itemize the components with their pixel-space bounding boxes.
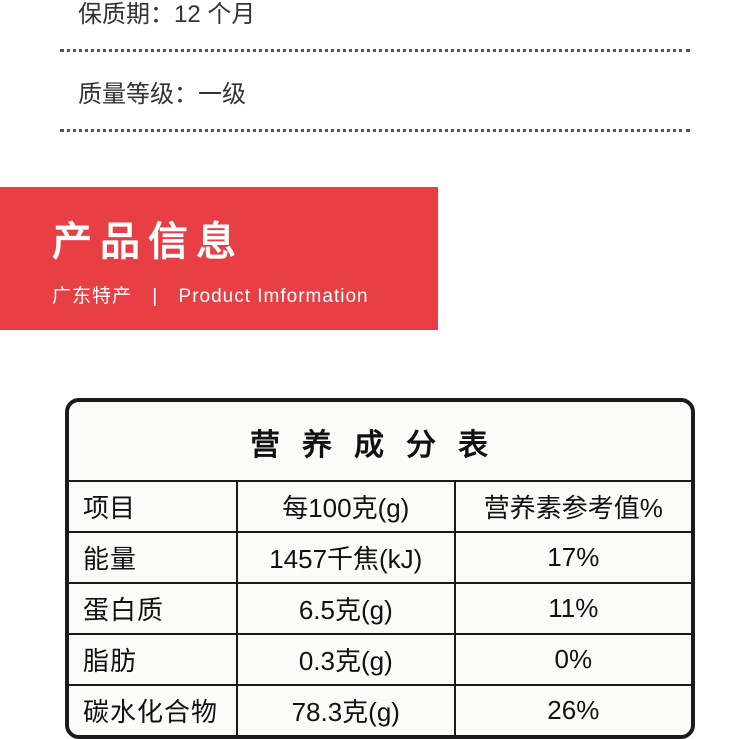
section-sub-left: 广东特产 [52,286,132,307]
section-header: 产品信息 广东特产 | Product Imformation [0,187,438,330]
shelf-life-label: 保质期： [78,1,174,28]
nutrition-table-title: 营养成分表 [69,402,691,481]
nutrition-table-wrap: 营养成分表 项目 每100克(g) 营养素参考值% 能量 1457千焦(kJ) … [65,398,695,739]
cell-name: 脂肪 [69,634,237,685]
cell-nrv: 26% [455,685,691,735]
dotted-separator [60,129,690,132]
product-spec-block: 保质期：12 个月 质量等级：一级 [0,0,750,132]
nutrition-table: 营养成分表 项目 每100克(g) 营养素参考值% 能量 1457千焦(kJ) … [69,402,691,735]
grade-value: 一级 [198,81,246,108]
cell-name: 能量 [69,532,237,583]
table-row: 碳水化合物 78.3克(g) 26% [69,685,691,735]
cell-nrv: 17% [455,532,691,583]
table-row: 脂肪 0.3克(g) 0% [69,634,691,685]
cell-name: 蛋白质 [69,583,237,634]
shelf-life-row: 保质期：12 个月 [60,0,690,49]
col-header: 每100克(g) [237,481,455,532]
grade-row: 质量等级：一级 [60,52,690,129]
divider-pipe: | [152,286,158,308]
cell-name: 碳水化合物 [69,685,237,735]
table-row: 蛋白质 6.5克(g) 11% [69,583,691,634]
col-header: 项目 [69,481,237,532]
cell-nrv: 11% [455,583,691,634]
table-header-row: 项目 每100克(g) 营养素参考值% [69,481,691,532]
section-subtitle: 广东特产 | Product Imformation [52,281,438,308]
cell-per100g: 0.3克(g) [237,634,455,685]
cell-per100g: 78.3克(g) [237,685,455,735]
cell-nrv: 0% [455,634,691,685]
cell-per100g: 6.5克(g) [237,583,455,634]
grade-label: 质量等级： [78,81,198,108]
section-title: 产品信息 [52,209,438,267]
col-header: 营养素参考值% [455,481,691,532]
shelf-life-value: 12 个月 [174,1,255,28]
section-sub-right: Product Imformation [179,286,369,307]
table-row: 能量 1457千焦(kJ) 17% [69,532,691,583]
cell-per100g: 1457千焦(kJ) [237,532,455,583]
